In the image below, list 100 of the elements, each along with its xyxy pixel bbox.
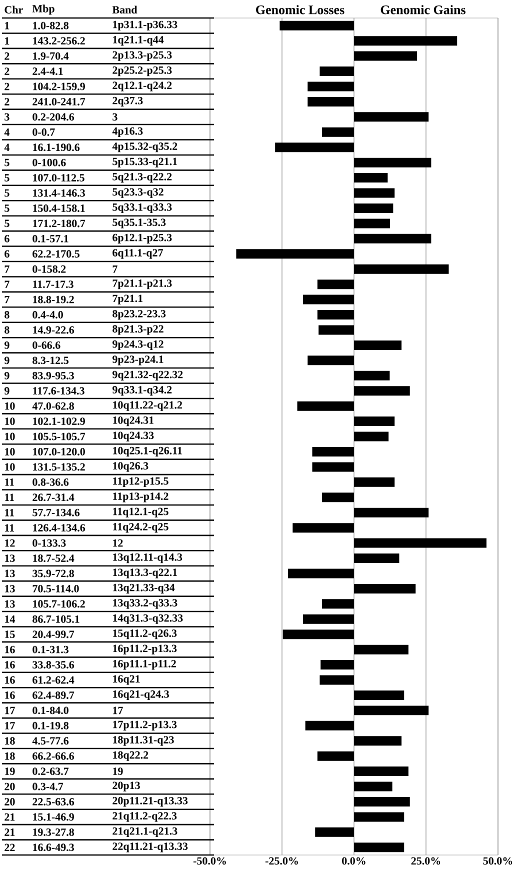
text: 11 xyxy=(5,524,14,532)
y-tick-label: 9q21.32-q22.32 xyxy=(112,370,183,380)
text: 9 xyxy=(4,387,10,395)
text: 0.1-19.8 xyxy=(32,722,68,730)
text: 18.8-19.2 xyxy=(33,296,74,304)
text: 66.2-66.6 xyxy=(32,752,74,760)
text: 62.2-170.5 xyxy=(32,250,80,258)
text: 0.3-4.7 xyxy=(32,782,64,790)
text: 16 xyxy=(5,692,15,699)
x-tick-label: 0.0% xyxy=(342,857,366,865)
y-tick-label: 13q12.11-q14.3 xyxy=(113,553,182,564)
text: 5 xyxy=(4,204,10,212)
bar xyxy=(297,401,354,411)
y-tick-label: 2p13.3-p25.3 xyxy=(112,51,172,61)
text: 0.1-31.3 xyxy=(32,646,68,654)
text: 171.2-180.7 xyxy=(33,220,86,228)
bar xyxy=(322,127,354,137)
y-tick-label: 2q12.1-q24.2 xyxy=(112,82,172,92)
bar xyxy=(354,158,432,168)
text: 2 xyxy=(4,98,10,106)
text: 8 xyxy=(4,311,10,318)
bar xyxy=(354,370,390,380)
text: 16 xyxy=(5,661,15,668)
bar xyxy=(305,720,354,730)
text: 0.2-204.6 xyxy=(32,113,74,121)
bar xyxy=(354,644,408,654)
x-tick-label: 25.0% xyxy=(411,857,440,865)
text: 18 xyxy=(5,737,15,745)
text: 47.0-62.8 xyxy=(32,402,74,410)
y-tick-label: 4p15.32-q35.2 xyxy=(112,142,178,152)
bar xyxy=(275,142,354,152)
bar xyxy=(354,796,410,806)
y-tick-label: 22q11.21-q13.33 xyxy=(112,842,188,852)
bar xyxy=(282,630,354,640)
y-tick-label: 13q21.33-q34 xyxy=(113,584,175,594)
text: 0.2-63.7 xyxy=(32,768,69,776)
text: 15.1-46.9 xyxy=(33,813,74,821)
text: 13 xyxy=(5,554,15,562)
y-tick-label: 11q12.1-q25 xyxy=(113,508,168,518)
text: 0-133.3 xyxy=(32,539,66,547)
text: 102.1-102.9 xyxy=(33,418,85,426)
y-tick-label: 8p21.3-p22 xyxy=(112,325,164,335)
text: 0.4-4.0 xyxy=(32,311,63,318)
text: 9 xyxy=(4,372,10,380)
text: 61.2-62.4 xyxy=(32,676,74,684)
y-tick-label: 10q26.3 xyxy=(113,462,148,472)
text: 6 xyxy=(4,234,10,242)
x-tick-label: -50.0% xyxy=(193,857,226,865)
text: 20.4-99.7 xyxy=(32,630,74,638)
text: 131.4-146.3 xyxy=(33,189,85,197)
text: 16 xyxy=(5,646,15,654)
text: 14.9-22.6 xyxy=(33,326,74,334)
text: Genomic Losses xyxy=(256,5,344,14)
y-tick-label: 17p11.2-p13.3 xyxy=(113,720,177,730)
bar xyxy=(315,827,354,837)
y-tick-label: 6q11.1-q27 xyxy=(112,249,163,259)
text: 14 xyxy=(5,615,15,623)
text: 7 xyxy=(4,266,10,273)
text: 86.7-105.1 xyxy=(32,615,80,623)
text: 5 xyxy=(4,189,10,197)
text: Mbp xyxy=(32,4,54,15)
y-tick-label: 16p11.1-p11.2 xyxy=(113,660,176,670)
text: 11 xyxy=(5,478,14,486)
text: 1.0-82.8 xyxy=(33,22,68,30)
y-tick-label: 10q25.1-q26.11 xyxy=(113,446,182,457)
text: 241.0-241.7 xyxy=(32,98,86,106)
text: 10 xyxy=(5,418,15,426)
text: 83.9-95.3 xyxy=(32,372,74,380)
y-tick-label: 21q11.2-q22.3 xyxy=(112,812,177,822)
bar xyxy=(354,218,390,228)
bar xyxy=(354,508,429,518)
text: 10 xyxy=(5,463,15,471)
text: 57.7-134.6 xyxy=(32,508,80,516)
bar xyxy=(308,82,354,92)
text: Genomic Gains xyxy=(380,5,466,14)
y-tick-label: 2q37.3 xyxy=(112,96,143,107)
y-tick-label: 4p16.3 xyxy=(112,127,143,137)
bar xyxy=(354,766,408,776)
text: 7 xyxy=(4,296,10,304)
bar xyxy=(317,310,354,320)
bar xyxy=(292,523,354,533)
bar xyxy=(320,660,354,670)
y-tick-label: 8p23.2-23.3 xyxy=(112,310,166,320)
text: 10 xyxy=(5,432,15,440)
bar xyxy=(354,234,432,244)
text: 11.7-17.3 xyxy=(33,280,74,288)
text: 16 xyxy=(5,676,15,684)
bar xyxy=(354,736,402,746)
text: 0-0.7 xyxy=(32,128,55,136)
text: Chr xyxy=(4,6,23,14)
text: 22 xyxy=(4,844,15,852)
bar xyxy=(312,462,354,472)
text: 5 xyxy=(4,174,10,182)
x-tick-label: -25.0% xyxy=(265,857,298,865)
bar xyxy=(308,356,354,366)
text: 70.5-114.0 xyxy=(32,584,79,592)
text: 18 xyxy=(5,752,15,760)
bar xyxy=(354,264,449,274)
text: 5 xyxy=(4,220,10,228)
bar xyxy=(320,675,354,685)
